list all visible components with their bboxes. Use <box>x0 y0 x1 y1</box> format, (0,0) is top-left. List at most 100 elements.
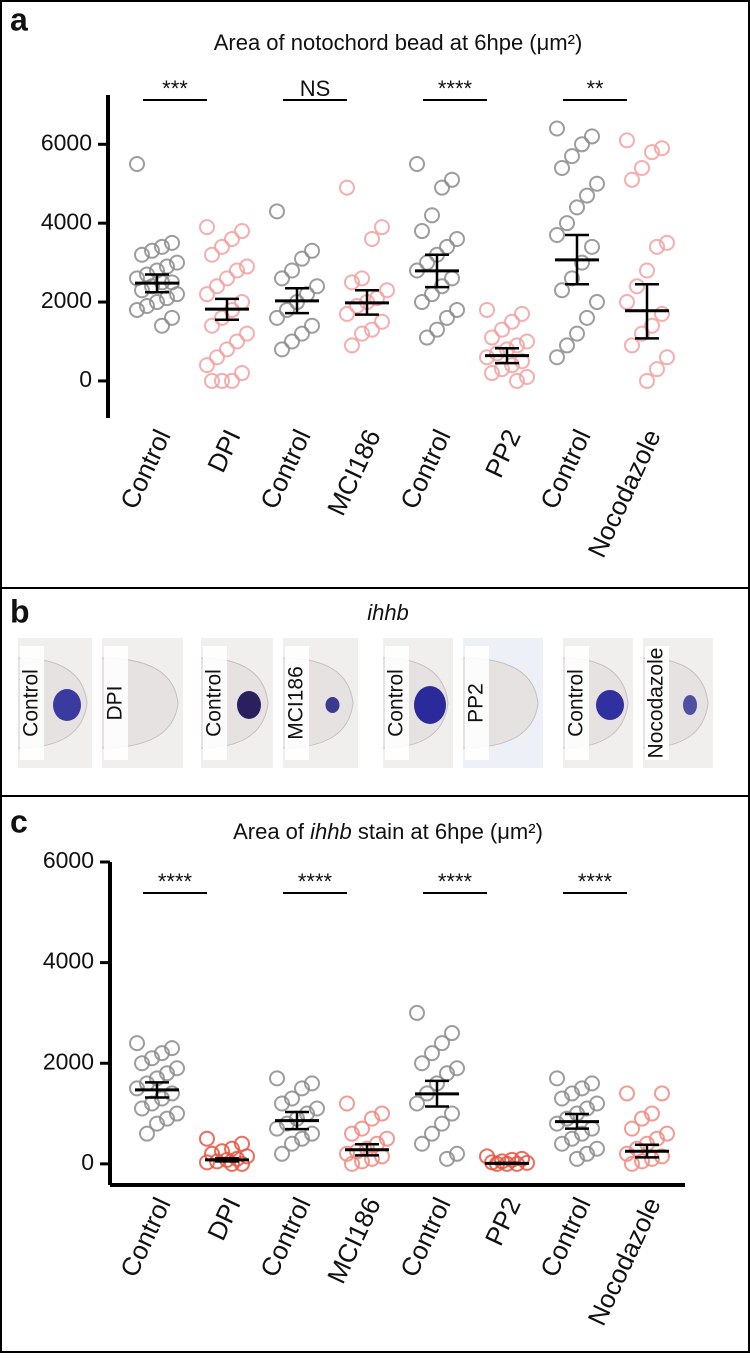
data-point <box>424 1125 440 1142</box>
image-label: DPI <box>104 685 127 720</box>
data-point <box>164 1085 180 1102</box>
image-label: Control <box>203 669 226 737</box>
stain <box>237 691 261 719</box>
data-point <box>144 242 160 259</box>
data-point <box>294 1130 310 1147</box>
data-point <box>449 230 465 247</box>
data-point <box>339 1145 355 1162</box>
panel-title: ihhb <box>367 600 409 625</box>
label-box <box>385 646 409 760</box>
data-point <box>444 171 460 188</box>
data-point <box>294 325 310 342</box>
data-point <box>134 246 150 263</box>
data-point <box>584 238 600 255</box>
data-point <box>269 203 285 220</box>
data-point <box>659 234 675 251</box>
data-point <box>569 199 585 216</box>
significance-label: **** <box>158 869 193 894</box>
data-point <box>344 1125 360 1142</box>
data-point <box>154 1045 170 1062</box>
data-point <box>579 1145 595 1162</box>
data-point <box>364 1150 380 1167</box>
data-point <box>304 1075 320 1092</box>
significance-label: **** <box>578 869 613 894</box>
data-point <box>574 1080 590 1097</box>
label-box <box>565 646 589 760</box>
panel-label: b <box>10 593 30 629</box>
data-point <box>309 1100 325 1117</box>
data-point <box>284 333 300 350</box>
data-point <box>569 325 585 342</box>
data-point <box>239 258 255 275</box>
data-point <box>344 274 360 291</box>
y-tick-label: 6000 <box>43 847 94 873</box>
data-point <box>644 144 660 161</box>
image-label: Control <box>565 669 588 737</box>
data-point <box>379 282 395 299</box>
y-tick-label: 2000 <box>41 287 92 313</box>
data-point <box>409 156 425 173</box>
data-point <box>584 1075 600 1092</box>
image-label: Control <box>20 669 43 737</box>
data-point <box>204 317 220 334</box>
label-box <box>20 646 44 760</box>
data-point <box>294 1080 310 1097</box>
data-point <box>284 262 300 279</box>
data-point <box>304 317 320 334</box>
data-point <box>129 301 145 318</box>
data-point <box>489 345 505 362</box>
data-point <box>424 1045 440 1062</box>
data-point <box>414 1055 430 1072</box>
y-tick-label: 0 <box>81 1149 94 1175</box>
data-point <box>269 309 285 326</box>
data-point <box>154 238 170 255</box>
data-point <box>449 1145 465 1162</box>
data-point <box>514 1150 530 1167</box>
title-part: stain at 6hpe (μm²) <box>352 819 543 844</box>
data-point <box>659 1125 675 1142</box>
data-point <box>419 329 435 346</box>
stain <box>596 690 624 720</box>
data-point <box>224 1155 240 1172</box>
data-point <box>589 1140 605 1157</box>
y-tick-label: 0 <box>79 366 92 392</box>
title-part: Area of notochord bead at 6hpe (μm²) <box>214 30 583 55</box>
data-point <box>549 227 565 244</box>
data-point <box>164 234 180 251</box>
data-point <box>564 1130 580 1147</box>
data-point <box>199 286 215 303</box>
data-point <box>449 301 465 318</box>
data-point <box>309 278 325 295</box>
data-point <box>554 159 570 176</box>
data-point <box>374 1105 390 1122</box>
data-point <box>559 1110 575 1127</box>
data-point <box>339 1095 355 1112</box>
data-point <box>619 1085 635 1102</box>
data-point <box>129 1080 145 1097</box>
data-point <box>204 246 220 263</box>
data-point <box>169 1060 185 1077</box>
data-point <box>354 270 370 287</box>
data-point <box>449 1060 465 1077</box>
data-point <box>654 305 670 322</box>
data-point <box>649 361 665 378</box>
data-point <box>169 254 185 271</box>
data-point <box>364 321 380 338</box>
data-point <box>514 305 530 322</box>
data-point <box>304 1125 320 1142</box>
significance-label: **** <box>438 869 473 894</box>
data-point <box>479 301 495 318</box>
data-point <box>354 325 370 342</box>
data-point <box>354 1120 370 1137</box>
data-point <box>284 1090 300 1107</box>
data-point <box>574 1125 590 1142</box>
data-point <box>624 1155 640 1172</box>
data-point <box>654 1085 670 1102</box>
data-point <box>644 1105 660 1122</box>
y-tick-label: 2000 <box>43 1048 94 1074</box>
data-point <box>224 372 240 389</box>
label-box <box>104 646 128 760</box>
data-point <box>199 1154 215 1171</box>
data-point <box>549 1070 565 1087</box>
